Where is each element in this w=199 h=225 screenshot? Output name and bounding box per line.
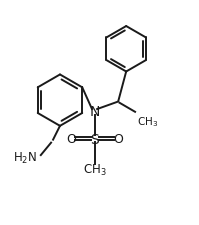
- Text: CH$_3$: CH$_3$: [83, 162, 106, 177]
- Text: O: O: [66, 133, 76, 146]
- Text: S: S: [90, 132, 99, 146]
- Text: CH$_3$: CH$_3$: [137, 115, 158, 128]
- Text: H$_2$N: H$_2$N: [14, 150, 38, 165]
- Text: O: O: [113, 133, 123, 146]
- Text: N: N: [89, 105, 100, 119]
